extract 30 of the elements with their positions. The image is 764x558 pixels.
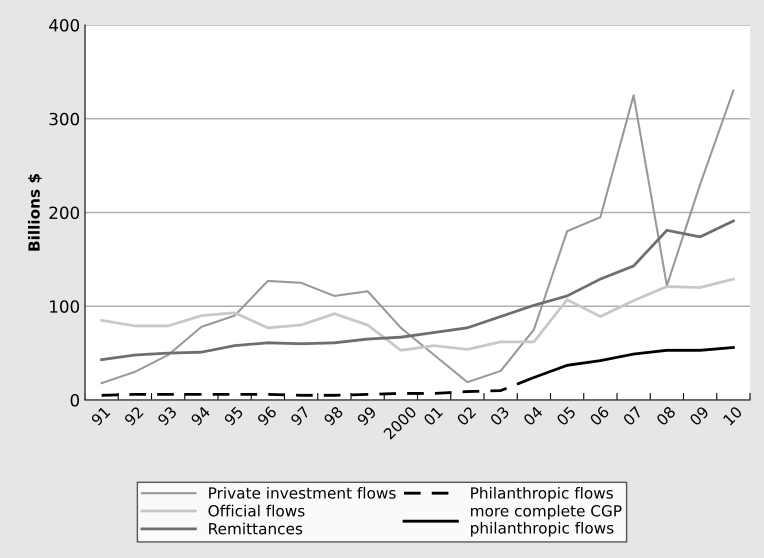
legend-label: Private investment flows: [209, 486, 396, 499]
x-tick-label: 03: [489, 406, 510, 426]
legend-label: Remittances: [209, 522, 302, 534]
x-tick-label: 91: [90, 406, 111, 426]
x-tick-label: 92: [124, 406, 144, 426]
y-tick-label: 300: [50, 112, 80, 126]
x-tick-label: 97: [290, 406, 310, 426]
x-tick-label: 93: [156, 406, 178, 426]
x-tick-label: 95: [223, 406, 244, 426]
x-tick-label: 02: [456, 406, 476, 426]
x-tick-label: 01: [422, 406, 444, 426]
y-tick-label: 200: [50, 206, 80, 220]
x-tick-label: 94: [190, 406, 211, 426]
legend-label: more complete CGP philanthropic flows: [471, 504, 622, 537]
x-tick-label: 06: [589, 406, 610, 426]
x-tick-label: 10: [722, 406, 743, 426]
x-tick-label: 98: [323, 406, 344, 426]
y-tick-label: 100: [50, 300, 80, 313]
x-tick-label: 07: [622, 406, 643, 426]
x-tick-label: 96: [256, 406, 278, 426]
x-tick-label: 05: [556, 406, 576, 426]
x-tick-label: 99: [356, 406, 377, 426]
x-tick-label: 09: [688, 406, 710, 426]
y-tick-label: 0: [70, 394, 80, 407]
x-tick-label: 04: [522, 406, 544, 426]
y-axis-title: Billions $: [28, 174, 42, 251]
legend-label: Official flows: [208, 504, 304, 517]
legend-label: Philanthropic flows: [471, 486, 613, 502]
y-tick-label: 400: [49, 18, 80, 32]
x-tick-label: 08: [656, 406, 676, 426]
